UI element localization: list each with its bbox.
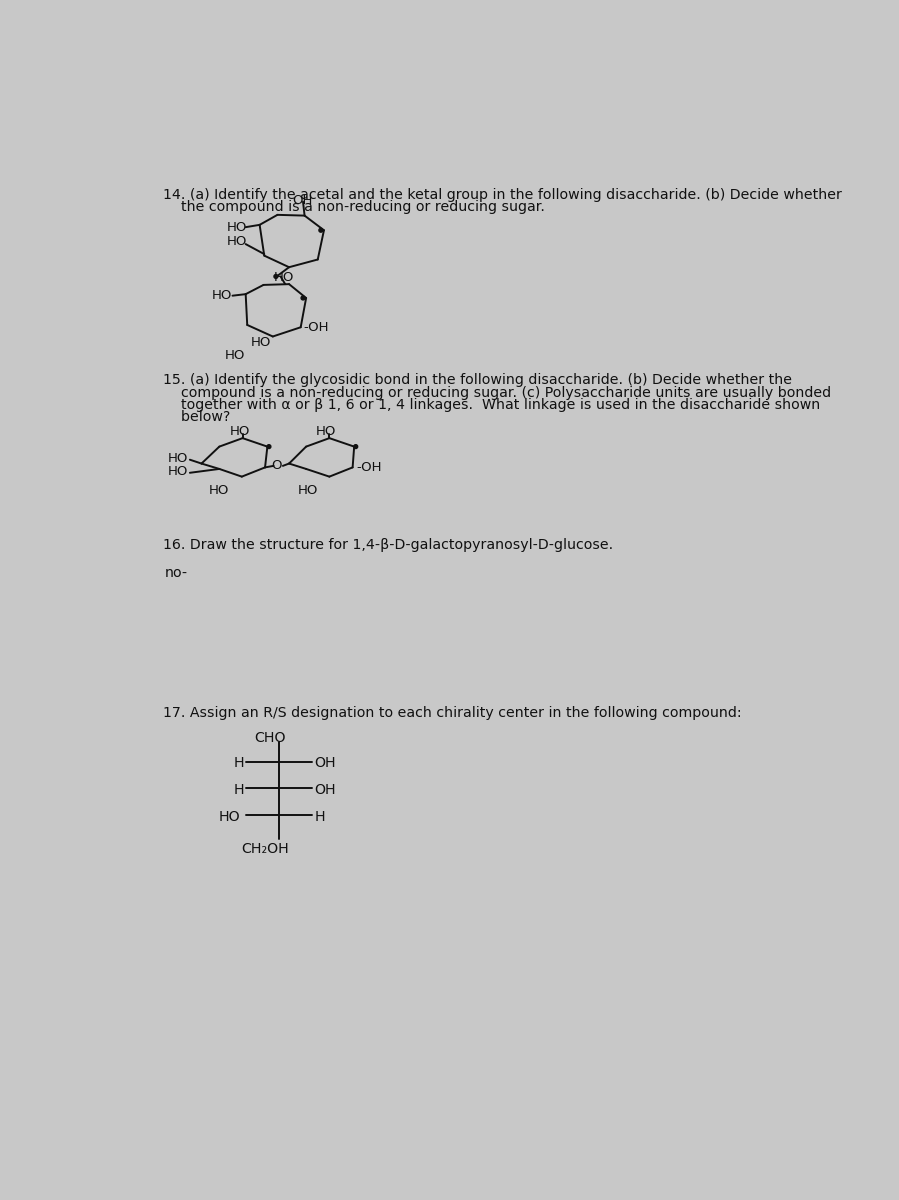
Text: -OH: -OH bbox=[304, 320, 329, 334]
Circle shape bbox=[301, 296, 305, 300]
Text: HO: HO bbox=[209, 484, 229, 497]
Text: CHO: CHO bbox=[254, 731, 286, 745]
Text: OH: OH bbox=[315, 756, 336, 770]
Text: HO: HO bbox=[211, 289, 232, 302]
Circle shape bbox=[267, 445, 271, 449]
Text: 15. (a) Identify the glycosidic bond in the following disaccharide. (b) Decide w: 15. (a) Identify the glycosidic bond in … bbox=[163, 373, 792, 388]
Text: 16. Draw the structure for 1,4-β-D-galactopyranosyl-D-glucose.: 16. Draw the structure for 1,4-β-D-galac… bbox=[163, 539, 613, 552]
Text: HO: HO bbox=[227, 235, 247, 248]
Text: H: H bbox=[234, 756, 245, 770]
Text: HO: HO bbox=[250, 336, 271, 349]
Text: below?: below? bbox=[163, 410, 230, 425]
Text: H: H bbox=[234, 784, 245, 797]
Text: HO: HO bbox=[273, 271, 294, 284]
Circle shape bbox=[354, 445, 358, 449]
Text: HO: HO bbox=[168, 452, 189, 466]
Text: no-: no- bbox=[165, 566, 188, 580]
Text: -OH: -OH bbox=[357, 461, 382, 474]
Text: the compound is a non-reducing or reducing sugar.: the compound is a non-reducing or reduci… bbox=[163, 200, 545, 215]
Text: HO: HO bbox=[225, 349, 245, 362]
Text: HO: HO bbox=[218, 810, 240, 824]
Circle shape bbox=[274, 275, 278, 278]
Text: HO: HO bbox=[168, 464, 189, 478]
Text: O: O bbox=[271, 460, 282, 473]
Text: OH: OH bbox=[315, 784, 336, 797]
Text: HO: HO bbox=[316, 426, 336, 438]
Text: compound is a non-reducing or reducing sugar. (c) Polysaccharide units are usual: compound is a non-reducing or reducing s… bbox=[163, 385, 831, 400]
Circle shape bbox=[319, 228, 323, 232]
Text: HO: HO bbox=[227, 221, 247, 234]
Text: 14. (a) Identify the acetal and the ketal group in the following disaccharide. (: 14. (a) Identify the acetal and the keta… bbox=[163, 188, 841, 202]
Text: OH: OH bbox=[292, 194, 313, 208]
Text: HO: HO bbox=[298, 484, 318, 497]
Text: HO: HO bbox=[230, 426, 251, 438]
Text: together with α or β 1, 6 or 1, 4 linkages.  What linkage is used in the disacch: together with α or β 1, 6 or 1, 4 linkag… bbox=[163, 398, 820, 412]
Text: CH₂OH: CH₂OH bbox=[241, 842, 289, 857]
Text: H: H bbox=[315, 810, 325, 824]
Text: 17. Assign an R/S designation to each chirality center in the following compound: 17. Assign an R/S designation to each ch… bbox=[163, 706, 742, 720]
